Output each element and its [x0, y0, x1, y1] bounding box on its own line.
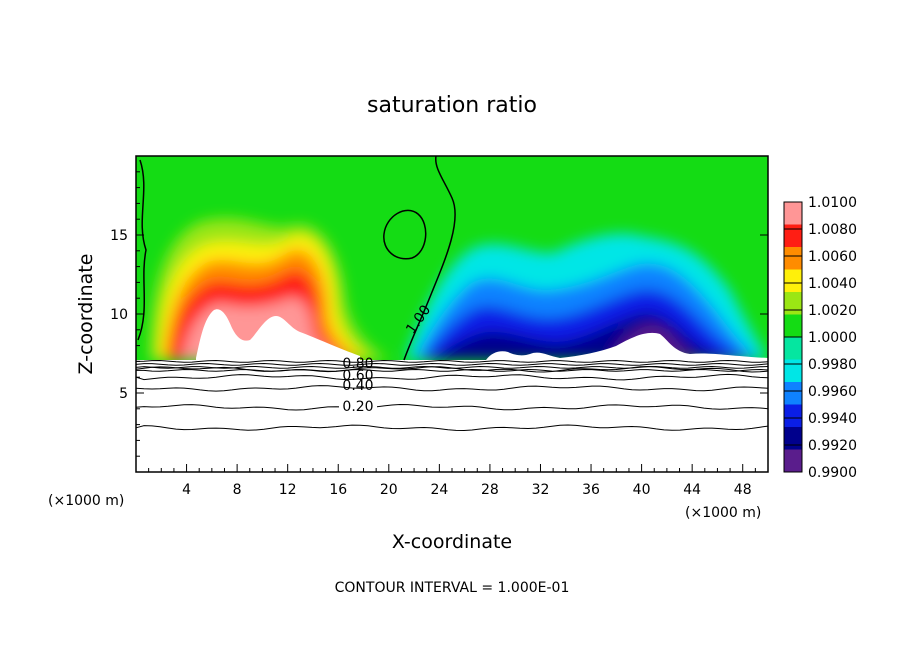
y-tick-label: 15: [110, 228, 128, 244]
colorbar-label: 1.0060: [808, 249, 857, 265]
colorbar-swatch: [784, 269, 802, 292]
colorbar-label: 0.9960: [808, 384, 857, 400]
colorbar-label: 1.0000: [808, 330, 857, 346]
x-tick-label: 40: [633, 482, 651, 498]
x-axis: 4 8 12 16 20 24 28 32 36 40 44 48: [148, 464, 756, 498]
y-tick-label: 10: [110, 307, 128, 323]
x-tick-label: 44: [683, 482, 701, 498]
colorbar-swatch: [784, 404, 802, 427]
contour-line: [135, 403, 769, 411]
x-tick-label: 24: [430, 482, 448, 498]
colorbar-swatch: [784, 449, 802, 472]
colorbar-swatch: [784, 314, 802, 337]
contour-label: 0.80: [342, 356, 373, 372]
colorbar-label: 1.0040: [808, 276, 857, 292]
x-tick-label: 48: [734, 482, 752, 498]
colorbar-label: 1.0100: [808, 195, 857, 211]
colorbar-swatch: [784, 292, 802, 315]
x-tick-label: 16: [329, 482, 347, 498]
colorbar-swatch: [784, 337, 802, 360]
colorbar-label: 1.0020: [808, 303, 857, 319]
y-tick-label: 5: [119, 386, 128, 402]
colorbar-swatch: [784, 224, 802, 247]
x-tick-label: 28: [481, 482, 499, 498]
x-tick-label: 32: [532, 482, 550, 498]
colorbar-label: 0.9940: [808, 411, 857, 427]
colorbar-label: 0.9920: [808, 438, 857, 454]
contour-interval-note: CONTOUR INTERVAL = 1.000E-01: [335, 580, 570, 596]
colorbar-swatch: [784, 247, 802, 270]
contour-line: [135, 385, 769, 392]
contour-line: [135, 365, 769, 369]
colorbar-label: 1.0080: [808, 222, 857, 238]
y-axis-label: Z-coordinate: [75, 254, 97, 375]
contour-line: [136, 368, 769, 372]
colorbar-swatch: [784, 427, 802, 450]
contour-label: 0.60: [342, 368, 373, 384]
colorbar-label: 0.9900: [808, 465, 857, 481]
contour-line-1.00: [403, 155, 456, 361]
x-tick-label: 36: [582, 482, 600, 498]
contour-lines: 1.000.800.600.400.20: [135, 155, 769, 432]
plot-area: 1.000.800.600.400.20 4 8 12 16 20 24 28 32 36 40 4…: [110, 155, 769, 498]
x-tick-label: 20: [380, 482, 398, 498]
contour-line: [135, 359, 769, 363]
contour-line: [135, 373, 769, 381]
contour-line-closed: [383, 209, 427, 260]
x-axis-label: X-coordinate: [392, 531, 512, 553]
contour-line: [135, 424, 769, 432]
chart-title: saturation ratio: [367, 93, 537, 118]
cloud-base-white-west: [196, 309, 360, 360]
colorbar-swatch: [784, 359, 802, 382]
colorbar-swatch: [784, 382, 802, 405]
x-tick-label: 12: [279, 482, 297, 498]
x-tick-label: 4: [182, 482, 191, 498]
contour-line-west: [137, 159, 147, 341]
x-tick-label: 8: [233, 482, 242, 498]
contour-label: 0.20: [342, 399, 373, 415]
cloud-base-white-east: [486, 332, 768, 360]
colorbar-swatch: [784, 202, 802, 225]
contour-label: 0.40: [342, 378, 373, 394]
x-unit-left: (×1000 m): [48, 493, 124, 509]
colorbar: 0.9900 0.9920 0.9940 0.9960 0.9980 1.0000 1.00…: [783, 195, 857, 481]
contour-line: [135, 362, 769, 366]
colorbar-label: 0.9980: [808, 357, 857, 373]
x-unit-right: (×1000 m): [685, 505, 761, 521]
y-axis: 5 10 15: [110, 171, 768, 457]
